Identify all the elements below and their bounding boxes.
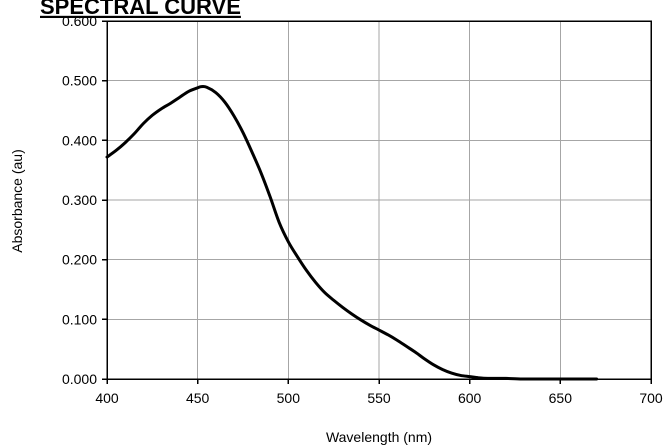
chart-title: SPECTRAL CURVE	[40, 0, 241, 19]
x-tick-label: 650	[549, 390, 573, 406]
x-tick-label: 450	[186, 390, 210, 406]
series-group	[105, 85, 599, 381]
y-tick-label: 0.400	[62, 132, 97, 148]
x-tick-label: 400	[95, 390, 119, 406]
x-tick-label: 500	[277, 390, 301, 406]
y-axis-label: Absorbance (au)	[9, 149, 25, 253]
x-tick-label: 700	[639, 390, 663, 406]
x-axis: 400 450 500 550 600 650 700	[95, 379, 663, 406]
grid	[107, 21, 651, 379]
y-axis: 0.000 0.100 0.200 0.300 0.400 0.500 0.600	[62, 13, 107, 387]
y-tick-label: 0.500	[62, 73, 97, 89]
y-tick-label: 0.200	[62, 252, 97, 268]
y-tick-label: 0.600	[62, 13, 97, 29]
y-tick-label: 0.100	[62, 311, 97, 327]
y-tick-label: 0.000	[62, 371, 97, 387]
y-tick-label: 0.300	[62, 192, 97, 208]
absorbance-series-line	[105, 85, 599, 381]
x-axis-label: Wavelength (nm)	[326, 429, 432, 445]
x-tick-label: 600	[458, 390, 482, 406]
x-tick-label: 550	[367, 390, 391, 406]
